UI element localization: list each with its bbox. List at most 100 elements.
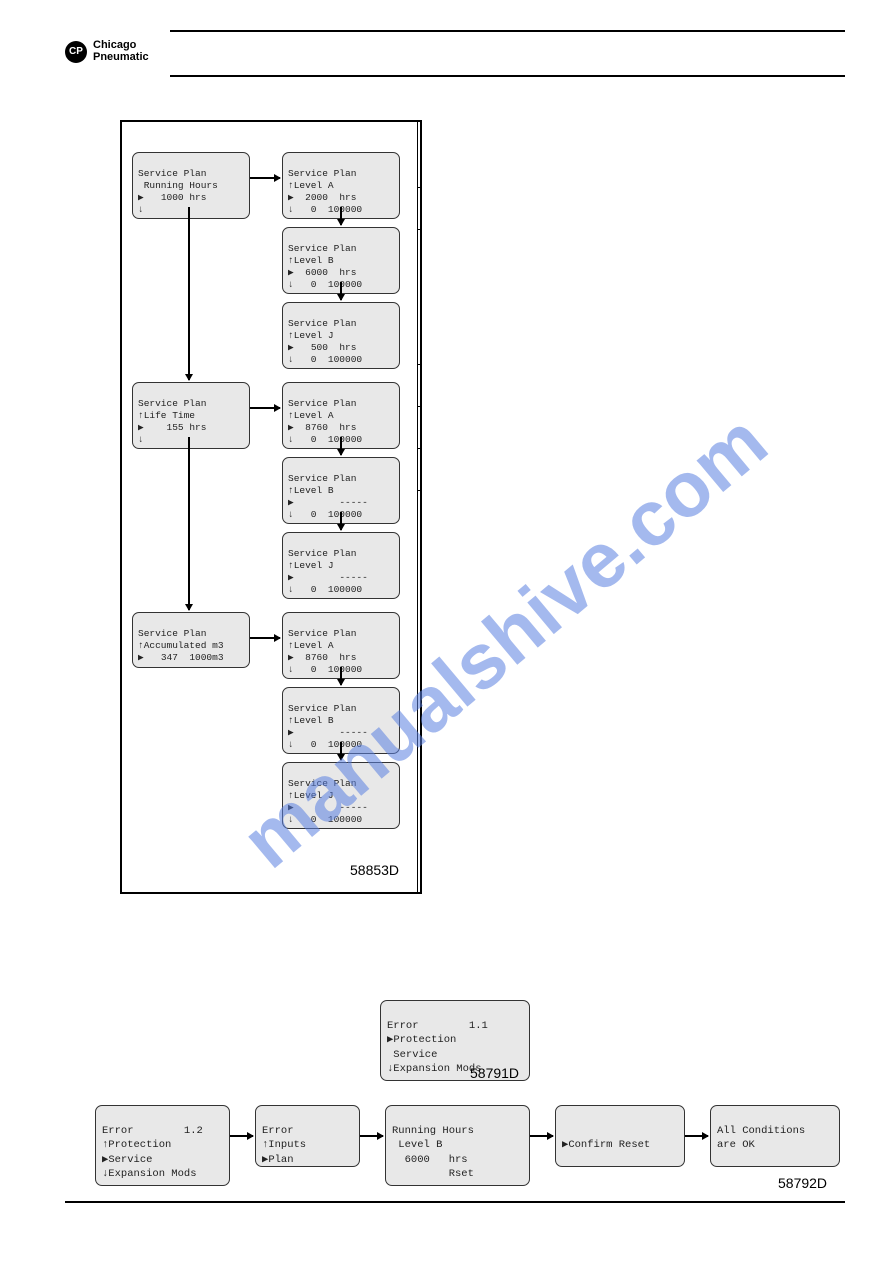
l: ▶ 8760 hrs <box>288 652 356 663</box>
footer-rule <box>65 1201 845 1203</box>
l: ▶ 500 hrs <box>288 342 356 353</box>
l: ↑Level J <box>288 790 334 801</box>
l: ▶ 1000 hrs <box>138 192 206 203</box>
l: ↑Accumulated m3 <box>138 640 224 651</box>
figure-label-main: 58853D <box>350 862 399 878</box>
l: Service Plan <box>288 778 356 789</box>
l: ↑Level J <box>288 560 334 571</box>
l: ▶ ----- <box>288 727 368 738</box>
desc-row-2 <box>418 187 422 229</box>
l: ▶ 2000 hrs <box>288 192 356 203</box>
header-rule-bottom <box>170 75 845 77</box>
l: Service Plan <box>138 628 206 639</box>
arrow-h <box>250 177 280 179</box>
l: Service Plan <box>288 243 356 254</box>
l: Service Plan <box>288 318 356 329</box>
brand-name-line2: Pneumatic <box>93 52 149 64</box>
arrow-v <box>340 437 342 455</box>
arrow-v <box>340 667 342 685</box>
brand-logo-text: Chicago Pneumatic <box>93 40 149 63</box>
l: are OK <box>717 1139 755 1151</box>
arrow-v <box>340 207 342 225</box>
arrow-h <box>230 1135 253 1137</box>
arrow-v <box>188 437 190 610</box>
l: Service Plan <box>288 628 356 639</box>
l: ↓ 0 100000 <box>288 434 362 445</box>
l: ↑Level J <box>288 330 334 341</box>
desc-row-4 <box>418 364 422 406</box>
l: ↑Level B <box>288 255 334 266</box>
l: Service Plan <box>288 548 356 559</box>
screen-running-hours: Service Plan Running Hours ▶ 1000 hrs ↓ <box>132 152 250 219</box>
l: ↓ <box>138 204 144 215</box>
l: ▶ ----- <box>288 802 368 813</box>
l: Error 1.1 <box>387 1020 488 1032</box>
arrow-v <box>340 742 342 760</box>
l: ▶Confirm Reset <box>562 1139 650 1151</box>
l: ↑Protection <box>102 1139 171 1151</box>
l: Service Plan <box>138 168 206 179</box>
desc-row-5 <box>418 406 422 448</box>
page: CP Chicago Pneumatic Service Plan Runnin… <box>0 0 893 1263</box>
screen-error-inputs: Error ↑Inputs ▶Plan <box>255 1105 360 1167</box>
l: All Conditions <box>717 1125 805 1137</box>
l: Level B <box>392 1139 442 1151</box>
desc-row-6 <box>418 449 422 491</box>
l: ↓ 0 100000 <box>288 509 362 520</box>
arrow-h <box>685 1135 708 1137</box>
figure-label-row: 58792D <box>778 1175 827 1191</box>
arrow-h <box>360 1135 383 1137</box>
l: Service Plan <box>288 703 356 714</box>
arrow-v <box>188 207 190 380</box>
l: ▶ 347 1000m3 <box>138 652 224 663</box>
figure-cell-diagram: Service Plan Running Hours ▶ 1000 hrs ↓ … <box>121 121 418 893</box>
l: ↓Expansion Mods <box>387 1063 482 1075</box>
screen-error-1-2: Error 1.2 ↑Protection ▶Service ↓Expansio… <box>95 1105 230 1186</box>
figure-table: Service Plan Running Hours ▶ 1000 hrs ↓ … <box>120 120 422 894</box>
l: ▶ ----- <box>288 497 368 508</box>
screen-accumulated-m3: Service Plan ↑Accumulated m3 ▶ 347 1000m… <box>132 612 250 668</box>
l: Service Plan <box>288 398 356 409</box>
brand-logo: CP Chicago Pneumatic <box>65 40 149 63</box>
l: ↓ 0 100000 <box>288 354 362 365</box>
brand-logo-mark: CP <box>65 41 87 63</box>
arrow-v <box>340 512 342 530</box>
l: ▶Service <box>102 1154 152 1166</box>
screen-running-hours-reset: Running Hours Level B 6000 hrs Rset <box>385 1105 530 1186</box>
l: ↑Life Time <box>138 410 195 421</box>
l: ↑Inputs <box>262 1139 306 1151</box>
l: ↓ 0 100000 <box>288 739 362 750</box>
screen-level-j-3: Service Plan ↑Level J ▶ ----- ↓ 0 100000 <box>282 762 400 829</box>
l: ↓ 0 100000 <box>288 584 362 595</box>
l: ▶ ----- <box>288 572 368 583</box>
l: ▶ 6000 hrs <box>288 267 356 278</box>
l: ↓ <box>138 434 144 445</box>
figure-label-error1: 58791D <box>470 1065 519 1081</box>
l: ↓ 0 100000 <box>288 204 362 215</box>
l: ↓ 0 100000 <box>288 279 362 290</box>
desc-row-7 <box>418 491 422 893</box>
screen-level-j-1: Service Plan ↑Level J ▶ 500 hrs ↓ 0 1000… <box>282 302 400 369</box>
l: ▶Protection <box>387 1034 456 1046</box>
l: ▶ 155 hrs <box>138 422 206 433</box>
l: Service <box>387 1049 437 1061</box>
l: ↑Level B <box>288 715 334 726</box>
arrow-h <box>250 637 280 639</box>
l: ↑Level A <box>288 180 334 191</box>
l: ↑Level A <box>288 640 334 651</box>
header-rule-top <box>170 30 845 32</box>
screen-confirm-reset: ▶Confirm Reset <box>555 1105 685 1167</box>
l: 6000 hrs <box>392 1154 468 1166</box>
l: ↓Expansion Mods <box>102 1168 197 1180</box>
arrow-h <box>250 407 280 409</box>
brand-name-line1: Chicago <box>93 40 149 52</box>
l: Service Plan <box>138 398 206 409</box>
l: ▶ 8760 hrs <box>288 422 356 433</box>
l: Running Hours <box>392 1125 474 1137</box>
screen-all-ok: All Conditions are OK <box>710 1105 840 1167</box>
l: Rset <box>392 1168 474 1180</box>
screen-life-time: Service Plan ↑Life Time ▶ 155 hrs ↓ <box>132 382 250 449</box>
l: Running Hours <box>138 180 218 191</box>
screen-level-j-2: Service Plan ↑Level J ▶ ----- ↓ 0 100000 <box>282 532 400 599</box>
l: ↑Level B <box>288 485 334 496</box>
